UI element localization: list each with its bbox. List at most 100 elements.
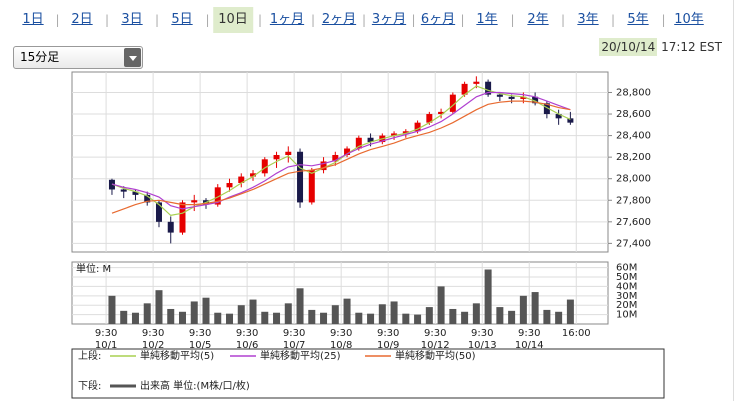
tab[interactable]: 3ヶ月 [371,12,407,27]
candle-body [449,94,456,112]
candle-body [285,151,292,155]
volume-bar [390,301,398,324]
volume-bar [249,299,257,324]
candle-body [426,114,433,123]
y-tick-label: 28,000 [616,174,651,185]
volume-bar [449,308,457,324]
volume-bar [531,292,539,324]
tab[interactable]: 1日 [22,12,44,27]
candle-body [355,137,362,149]
tab[interactable]: 1ヶ月 [269,12,305,27]
tab-separator: | [661,13,666,27]
candle-body [191,200,198,203]
tab[interactable]: 3日 [121,12,143,27]
legend-title: 下段: [78,379,101,392]
tab[interactable]: 1年 [476,12,498,27]
candle-body [438,111,445,115]
x-tick-date: 10/5 [189,340,211,351]
interval-select[interactable]: 15分足 [13,46,143,69]
tab[interactable]: 6ヶ月 [420,12,456,27]
candle-body [132,191,139,195]
x-tick-label: 9:30 [471,328,493,339]
y-tick-label: 30M [616,291,637,302]
candle-body [273,154,280,160]
candle-body [473,81,480,84]
tab[interactable]: 10日 [213,7,253,33]
y-tick-label: 28,600 [616,109,651,120]
volume-bar [378,304,386,324]
volume-bar [296,288,304,324]
timestamp: 20/10/14 17:12 EST [599,38,722,56]
x-tick-date: 10/9 [377,340,399,351]
candle-body [120,189,127,192]
volume-bar [202,297,210,324]
candle-body [508,96,515,99]
candle-body [485,81,492,95]
tab[interactable]: 2ヶ月 [321,12,357,27]
volume-bar [425,307,433,324]
tab[interactable]: 2年 [527,12,549,27]
volume-bar [355,312,363,324]
candle-body [226,183,233,188]
x-tick-label: 9:30 [377,328,399,339]
volume-bar [237,305,245,324]
volume-bar [320,312,328,324]
x-tick-date: 10/1 [95,340,117,351]
volume-bar [367,313,375,324]
volume-bar [331,305,339,324]
legend-box [71,348,665,399]
volume-bar [131,312,139,324]
x-tick-date: 10/13 [468,340,497,351]
y-tick-label: 28,400 [616,131,651,142]
candle-body [391,133,398,136]
x-tick-label: 9:30 [518,328,540,339]
tab-separator: | [311,13,316,27]
candle-body [532,96,539,104]
volume-bar [190,301,198,324]
candle-body [367,137,374,143]
candle-body [167,221,174,233]
volume-bar [108,295,116,324]
volume-bar [496,307,504,324]
volume-bar [519,295,527,324]
candle-body [332,154,339,162]
tab[interactable]: 10年 [674,12,704,27]
y-tick-label: 40M [616,281,637,292]
volume-bar [543,309,551,324]
y-tick-label: 28,200 [616,152,651,163]
volume-bar [402,313,410,324]
tab-separator: | [105,13,110,27]
x-tick-label: 16:00 [562,328,591,339]
candle-body [402,131,409,134]
volume-bar [178,311,186,324]
volume-unit: 単位: M [76,262,111,275]
tab-separator: | [155,13,160,27]
candle-body [214,187,221,205]
dropdown-button[interactable] [124,48,141,67]
volume-bar [261,311,269,324]
candle-body [543,103,550,115]
x-tick-label: 9:30 [424,328,446,339]
x-tick-date: 10/8 [330,340,352,351]
volume-bar [308,309,316,324]
chart: 27,400 27,600 27,800 28,000 28,200 28,400 28,6… [71,71,665,399]
y-tick-label: 27,400 [616,238,651,249]
tab-separator: | [411,13,416,27]
candle-body [344,148,351,155]
tab-separator: | [258,13,263,27]
tab[interactable]: 2日 [71,12,93,27]
tab-separator: | [205,13,210,27]
candle-body [461,83,468,95]
y-tick-label: 28,800 [616,87,651,98]
volume-bar [437,286,445,324]
tab[interactable]: 3年 [577,12,599,27]
tab[interactable]: 5年 [627,12,649,27]
x-tick-date: 10/14 [515,340,544,351]
candle-body [144,194,151,203]
tab-separator: | [55,13,60,27]
candle-body [297,151,304,203]
tab[interactable]: 5日 [171,12,193,27]
candle-body [261,159,268,174]
y-tick-label: 27,600 [616,217,651,228]
